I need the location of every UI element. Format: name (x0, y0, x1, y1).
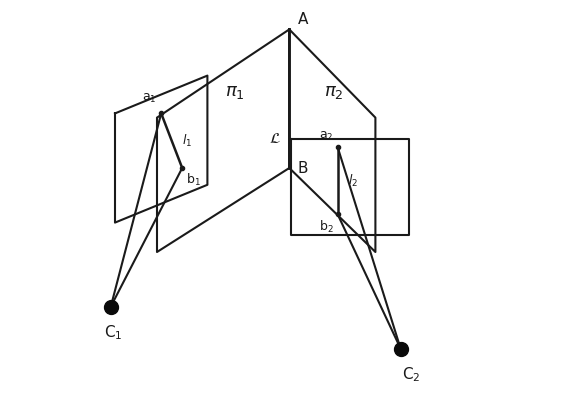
Text: A: A (298, 12, 308, 27)
Text: $l_2$: $l_2$ (348, 173, 358, 189)
Text: a$_1$: a$_1$ (143, 92, 157, 105)
Text: a$_2$: a$_2$ (319, 130, 333, 143)
Text: $\pi_2$: $\pi_2$ (324, 84, 343, 101)
Text: $l_1$: $l_1$ (182, 133, 192, 149)
Text: C$_1$: C$_1$ (104, 323, 122, 342)
Text: C$_2$: C$_2$ (402, 365, 421, 384)
Text: b$_1$: b$_1$ (186, 172, 201, 188)
Text: B: B (298, 160, 308, 176)
Text: $\pi_1$: $\pi_1$ (225, 84, 245, 101)
Text: $\mathcal{L}$: $\mathcal{L}$ (269, 131, 281, 146)
Text: b$_2$: b$_2$ (319, 218, 333, 234)
